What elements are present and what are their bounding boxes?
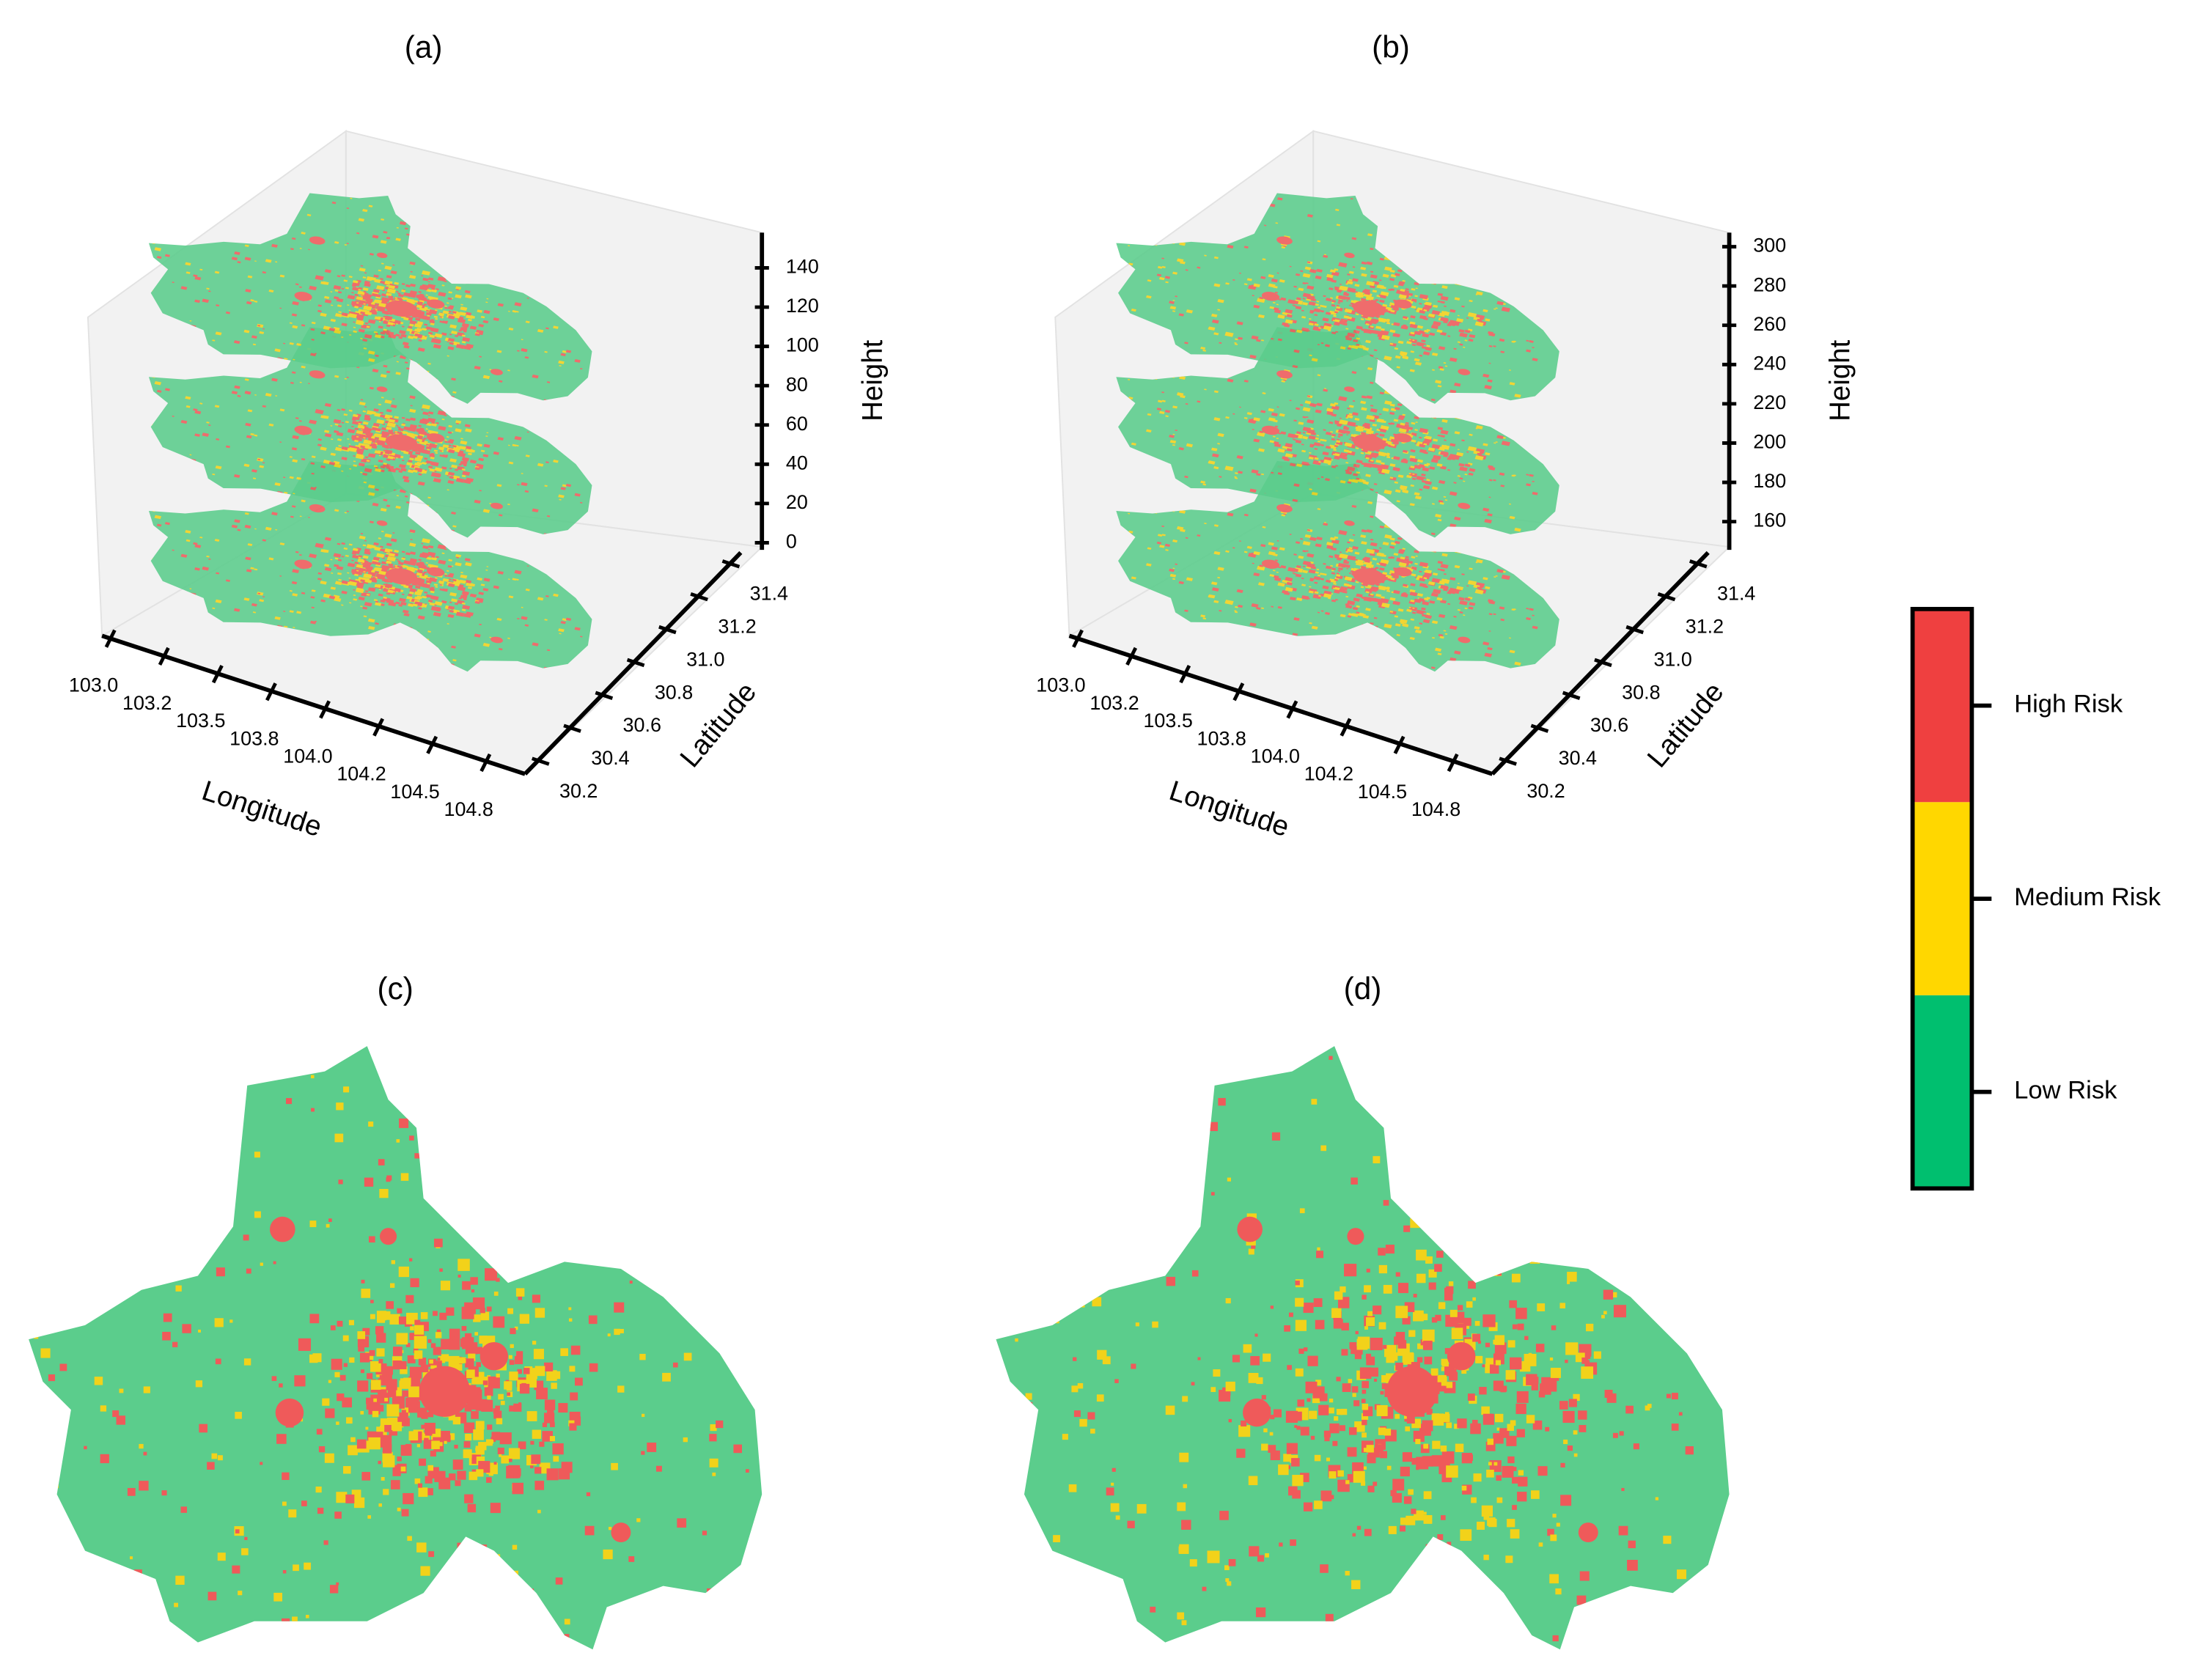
legend-swatch (1912, 802, 1972, 995)
tick-label: 104.0 (1251, 745, 1300, 767)
legend-label: Low Risk (2014, 1077, 2117, 1105)
legend-label: Medium Risk (2014, 883, 2161, 911)
tick-label: 31.0 (686, 648, 724, 670)
tick-label: 104.0 (283, 745, 332, 767)
tick-label: 80 (786, 373, 808, 395)
tick-label: 104.8 (1411, 798, 1460, 820)
legend-swatch (1912, 995, 1972, 1189)
tick-label: 40 (786, 452, 808, 474)
tick-label: 30.8 (1622, 681, 1660, 703)
tick-mark (1286, 700, 1298, 719)
tick-mark (690, 592, 708, 602)
tick-label: 104.2 (337, 763, 386, 785)
panel-title: (a) (405, 29, 443, 64)
tick-label: 31.2 (1686, 616, 1724, 638)
tick-mark (426, 735, 438, 754)
tick-mark (372, 718, 385, 737)
tick-label: 103.0 (1036, 674, 1085, 696)
tick-label: 220 (1753, 391, 1786, 413)
tick-mark (1689, 559, 1708, 569)
tick-label: 31.4 (750, 583, 788, 605)
tick-label: 30.4 (591, 747, 629, 769)
axis-label: Height (1825, 339, 1856, 421)
axis-label: Longitude (1166, 775, 1293, 843)
tick-label: 104.2 (1304, 763, 1353, 785)
legend-frame (1910, 606, 1974, 1191)
x-axis-line (101, 633, 526, 776)
tick-label: 30.8 (655, 681, 693, 703)
tick-mark (531, 756, 550, 766)
tick-mark (626, 658, 645, 668)
tick-mark (1594, 658, 1612, 668)
tick-mark (1562, 690, 1581, 700)
tick-mark (1657, 592, 1676, 602)
tick-mark (479, 753, 492, 773)
legend-label: High Risk (2014, 690, 2123, 718)
legend: High Risk Medium Risk Low Risk (1910, 606, 2161, 1191)
tick-mark (563, 723, 581, 733)
tick-mark (1447, 753, 1459, 773)
axis-label: Longitude (198, 775, 326, 843)
tick-mark (658, 625, 677, 635)
tick-label: 280 (1753, 273, 1786, 295)
tick-mark (1530, 723, 1549, 733)
tick-label: 30.6 (623, 714, 661, 736)
tick-label: 20 (786, 491, 808, 513)
panel-title: (d) (1344, 971, 1382, 1006)
tick-label: 30.4 (1559, 747, 1597, 769)
tick-label: 31.2 (718, 616, 756, 638)
axis-label: Height (857, 339, 889, 421)
tick-mark (104, 629, 117, 648)
tick-label: 100 (786, 334, 819, 356)
tick-mark (1393, 735, 1406, 754)
tick-mark (265, 682, 277, 701)
tick-label: 0 (786, 531, 797, 553)
tick-label: 180 (1753, 470, 1786, 492)
tick-label: 103.8 (1197, 727, 1246, 749)
tick-label: 30.6 (1590, 714, 1628, 736)
tick-mark (1499, 756, 1517, 766)
tick-label: 31.0 (1653, 648, 1691, 670)
tick-mark (1179, 664, 1191, 684)
tick-label: 104.5 (390, 781, 439, 803)
tick-mark (211, 664, 224, 684)
tick-mark (158, 647, 170, 666)
tick-mark (595, 690, 614, 700)
tick-mark (721, 559, 741, 569)
risk-map-c (29, 1046, 768, 1654)
tick-label: 104.8 (444, 798, 493, 820)
tick-mark (1232, 682, 1245, 701)
tick-mark (1625, 625, 1645, 635)
tick-label: 31.4 (1717, 583, 1755, 605)
panel-title: (b) (1372, 29, 1410, 64)
tick-label: 160 (1753, 509, 1786, 531)
tick-mark (1340, 718, 1352, 737)
tick-label: 240 (1753, 352, 1786, 374)
tick-label: 103.5 (176, 710, 225, 732)
tick-label: 140 (786, 256, 819, 278)
tick-label: 103.5 (1143, 710, 1192, 732)
tick-label: 103.8 (229, 727, 279, 749)
tick-label: 30.2 (1526, 780, 1565, 802)
x-axis-line (1068, 633, 1493, 776)
tick-mark (319, 700, 331, 719)
risk-map-d (996, 1046, 1736, 1652)
tick-mark (1072, 629, 1084, 648)
tick-mark (1125, 647, 1138, 666)
tick-label: 103.0 (69, 674, 118, 696)
tick-label: 300 (1753, 235, 1786, 257)
tick-label: 103.2 (1090, 692, 1139, 714)
tick-label: 260 (1753, 313, 1786, 335)
tick-label: 103.2 (122, 692, 172, 714)
legend-swatch (1912, 608, 1972, 803)
tick-label: 104.5 (1358, 781, 1407, 803)
tick-label: 60 (786, 413, 808, 435)
panel-title: (c) (378, 971, 414, 1006)
tick-label: 120 (786, 295, 819, 317)
tick-label: 30.2 (559, 780, 598, 802)
tick-label: 200 (1753, 431, 1786, 453)
